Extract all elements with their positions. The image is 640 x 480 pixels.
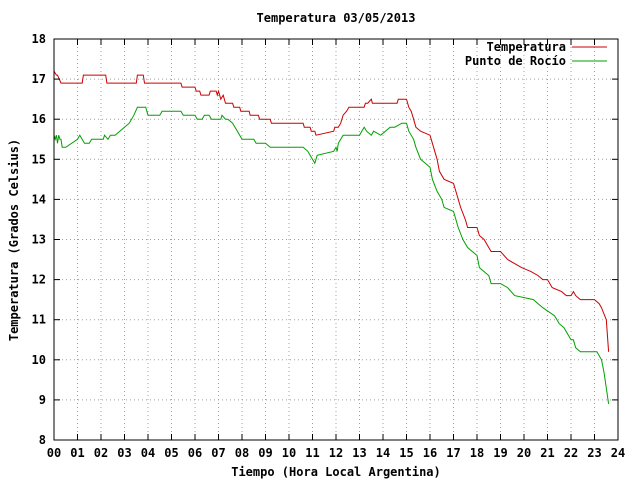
x-tick-label: 04	[141, 446, 155, 460]
legend-label-temperatura: Temperatura	[487, 40, 566, 54]
y-axis-label: Temperatura (Grados Celsius)	[7, 139, 21, 341]
x-tick-label: 00	[47, 446, 61, 460]
x-tick-label: 13	[352, 446, 366, 460]
x-axis-label: Tiempo (Hora Local Argentina)	[231, 465, 441, 479]
y-tick-label: 18	[32, 32, 46, 46]
x-tick-label: 09	[258, 446, 272, 460]
x-tick-label: 03	[117, 446, 131, 460]
x-tick-label: 05	[164, 446, 178, 460]
y-axis: 8 9 10 11 12 13 14 15 16 17 18	[32, 32, 618, 447]
y-tick-label: 8	[39, 433, 46, 447]
x-tick-label: 24	[611, 446, 625, 460]
x-tick-label: 08	[235, 446, 249, 460]
x-tick-label: 14	[376, 446, 390, 460]
x-tick-label: 06	[188, 446, 202, 460]
legend-label-punto-de-roc-o: Punto de Rocío	[465, 54, 566, 68]
x-tick-label: 17	[446, 446, 460, 460]
grid	[54, 39, 618, 440]
x-tick-label: 18	[470, 446, 484, 460]
y-tick-label: 9	[39, 393, 46, 407]
x-tick-label: 07	[211, 446, 225, 460]
x-tick-label: 19	[493, 446, 507, 460]
chart-title: Temperatura 03/05/2013	[257, 11, 416, 25]
series-line-temperatura	[53, 70, 610, 352]
x-tick-label: 20	[517, 446, 531, 460]
x-tick-label: 23	[587, 446, 601, 460]
x-tick-label: 22	[564, 446, 578, 460]
x-tick-label: 02	[94, 446, 108, 460]
y-tick-label: 17	[32, 72, 46, 86]
y-tick-label: 14	[32, 192, 46, 206]
y-tick-label: 12	[32, 273, 46, 287]
x-tick-label: 01	[70, 446, 84, 460]
x-tick-label: 15	[399, 446, 413, 460]
y-tick-label: 15	[32, 152, 46, 166]
y-tick-label: 10	[32, 353, 46, 367]
y-tick-label: 16	[32, 112, 46, 126]
x-tick-label: 11	[305, 446, 319, 460]
y-tick-label: 13	[32, 233, 46, 247]
x-tick-label: 10	[282, 446, 296, 460]
x-tick-label: 16	[423, 446, 437, 460]
x-tick-label: 12	[329, 446, 343, 460]
x-axis: 00 01 02 03 04 05 06 07 08 09 10 11 12 13 14 15 16 17 18 19…	[47, 39, 625, 460]
series-line-punto-de-roc-o	[53, 106, 610, 404]
x-tick-label: 21	[540, 446, 554, 460]
series-group	[53, 70, 610, 404]
y-tick-label: 11	[32, 313, 46, 327]
